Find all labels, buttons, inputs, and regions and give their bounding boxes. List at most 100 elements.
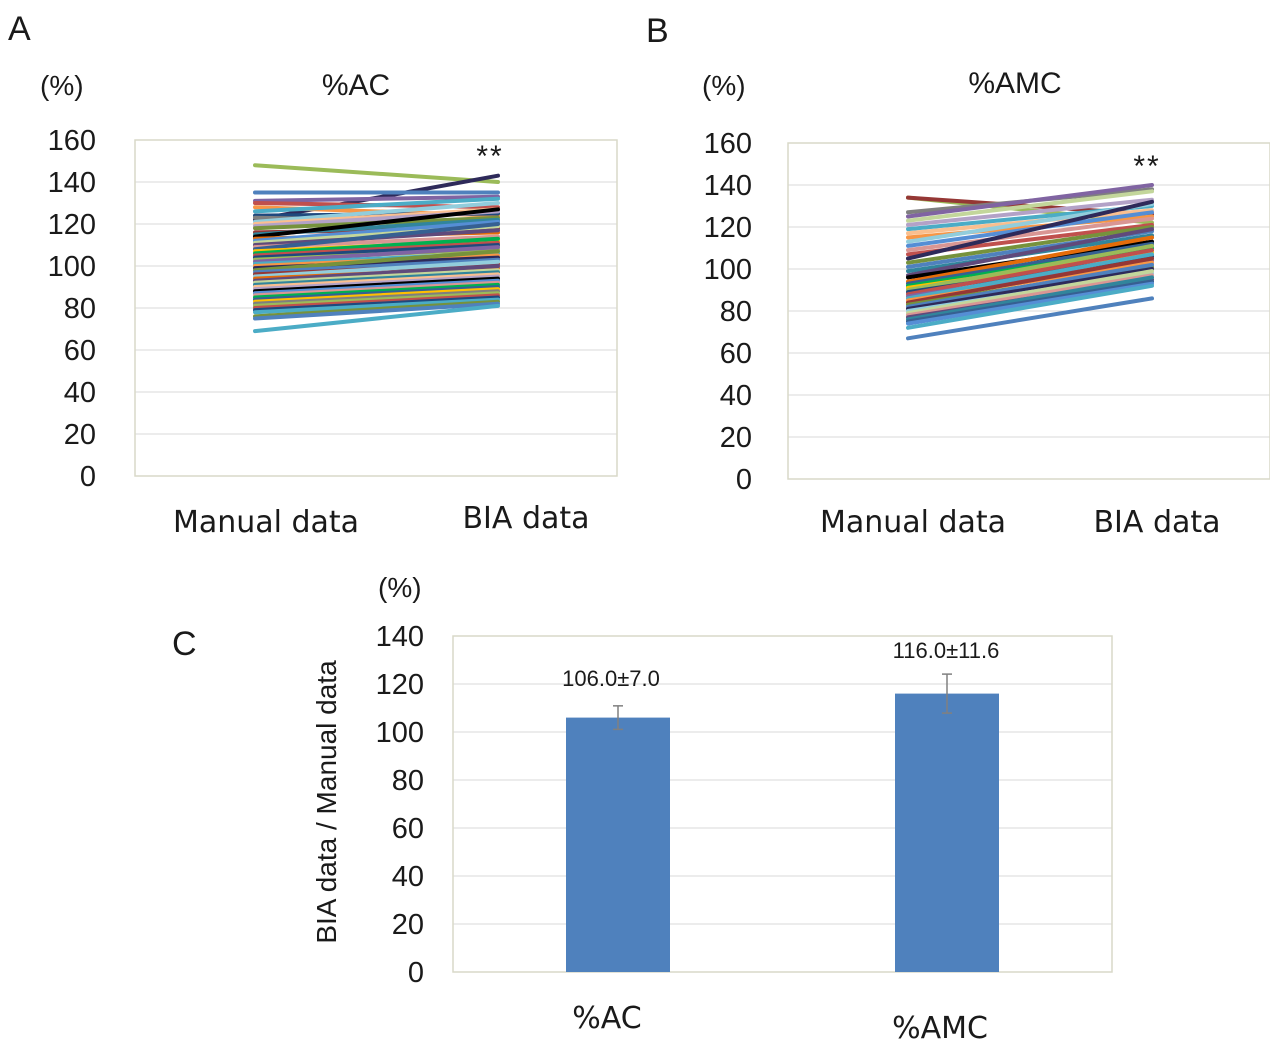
panel-b: B (%) %AMC 0 20 40 60 80 100 120 140 160 ** Manu… <box>646 12 1270 540</box>
series-line <box>906 235 1154 284</box>
panel-a: A (%) %AC 0 20 40 60 80 100 120 140 160 ** Manua… <box>8 10 618 540</box>
series-line <box>906 248 1154 297</box>
panel-c-bar-label-ac: 106.0±7.0 <box>562 666 660 691</box>
series-line <box>253 259 500 279</box>
series-line <box>906 269 1154 316</box>
y-tick-label: 100 <box>704 254 752 286</box>
y-tick-label: 0 <box>80 461 96 493</box>
y-tick-label: 60 <box>392 813 424 845</box>
series-line <box>906 256 1154 305</box>
series-line <box>253 268 500 285</box>
series-line <box>906 183 1154 219</box>
panel-a-letter: A <box>8 10 31 48</box>
y-tick-label: 160 <box>48 125 96 157</box>
y-tick-label: 140 <box>704 170 752 202</box>
series-line <box>253 264 500 283</box>
series-line <box>253 301 500 321</box>
series-line <box>253 295 500 313</box>
series-line <box>906 273 1154 318</box>
y-tick-label: 40 <box>720 380 752 412</box>
panel-b-series-lines <box>906 183 1154 341</box>
series-line <box>906 296 1154 341</box>
series-line <box>906 283 1154 330</box>
series-line <box>253 287 500 304</box>
panel-c-letter: C <box>172 625 197 663</box>
series-line <box>906 281 1154 326</box>
series-line <box>253 291 500 308</box>
y-tick-label: 20 <box>392 909 424 941</box>
series-line <box>253 207 500 239</box>
y-tick-label: 100 <box>48 251 96 283</box>
series-line <box>253 240 500 258</box>
series-line <box>906 225 1154 265</box>
series-line <box>906 197 1154 227</box>
y-tick-label: 120 <box>704 212 752 244</box>
y-tick-label: 20 <box>64 419 96 451</box>
panel-a-title: %AC <box>322 69 390 102</box>
bar <box>566 717 670 972</box>
panel-c-bars <box>566 673 999 972</box>
y-tick-label: 140 <box>376 621 424 653</box>
panel-a-plot-area <box>134 139 618 477</box>
y-tick-label: 140 <box>48 167 96 199</box>
panel-c-bar-label-amc: 116.0±11.6 <box>893 638 1000 663</box>
series-line <box>253 222 500 252</box>
series-line <box>253 274 500 292</box>
panel-a-significance: ** <box>476 140 503 173</box>
series-line <box>253 201 500 224</box>
panel-b-category-manual: Manual data <box>820 505 1006 540</box>
series-line <box>906 216 1154 253</box>
series-line <box>906 267 1154 311</box>
y-tick-label: 40 <box>64 377 96 409</box>
panel-c-plot-area <box>452 635 1113 973</box>
series-line <box>253 196 500 214</box>
series-line <box>253 236 500 256</box>
error-bar <box>613 705 623 731</box>
series-line <box>906 189 1154 223</box>
series-line <box>906 243 1154 292</box>
series-line <box>906 275 1154 322</box>
y-tick-label: 120 <box>376 669 424 701</box>
bar <box>895 693 999 972</box>
y-tick-label: 80 <box>720 296 752 328</box>
panel-a-y-ticks: 0 20 40 60 80 100 120 140 160 <box>48 125 96 493</box>
series-line <box>253 249 500 273</box>
series-line <box>253 285 500 302</box>
series-line <box>253 243 500 260</box>
series-line <box>906 241 1154 286</box>
panel-b-significance: ** <box>1133 150 1160 183</box>
y-tick-label: 80 <box>392 765 424 797</box>
y-tick-label: 0 <box>736 464 752 496</box>
panel-a-series-lines <box>253 163 500 334</box>
panel-a-category-manual: Manual data <box>173 505 359 540</box>
panel-b-letter: B <box>646 12 669 50</box>
series-line <box>253 282 500 300</box>
series-line <box>906 199 1154 261</box>
y-tick-label: 60 <box>64 335 96 367</box>
panel-b-plot-area <box>787 142 1270 480</box>
panel-c-gridlines <box>453 635 1112 925</box>
series-line <box>906 262 1154 309</box>
series-line <box>253 194 500 203</box>
panel-c-category-ac: %AC <box>572 1001 641 1036</box>
y-tick-label: 160 <box>704 128 752 160</box>
series-line <box>906 279 1154 324</box>
error-bar <box>942 673 952 714</box>
series-line <box>253 276 500 294</box>
series-line <box>253 163 500 184</box>
series-line <box>253 272 500 289</box>
panel-b-unit: (%) <box>702 70 746 101</box>
panel-c-y-axis-label: BIA data / Manual data <box>311 660 342 944</box>
panel-c-category-amc: %AMC <box>892 1011 988 1043</box>
y-tick-label: 20 <box>720 422 752 454</box>
series-line <box>253 289 500 306</box>
series-line <box>253 245 500 264</box>
panel-a-category-bia: BIA data <box>462 501 589 536</box>
series-line <box>253 303 500 334</box>
series-line <box>253 278 500 296</box>
y-tick-label: 60 <box>720 338 752 370</box>
y-tick-label: 40 <box>392 861 424 893</box>
panel-a-unit: (%) <box>40 70 84 101</box>
series-line <box>253 293 500 310</box>
